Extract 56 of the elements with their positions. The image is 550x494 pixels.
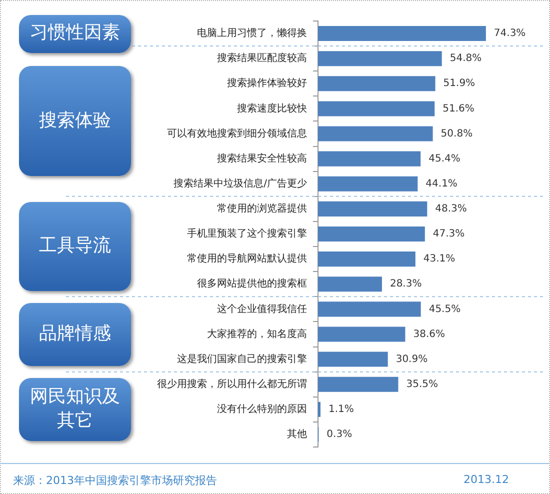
- data-label: 43.1%: [423, 254, 456, 265]
- text: 2013.12: [464, 473, 509, 486]
- data-label: 35.5%: [406, 378, 438, 390]
- bar: [318, 26, 486, 42]
- data-label: 38.6%: [413, 328, 446, 340]
- bar: [318, 252, 416, 267]
- bar: [318, 352, 388, 367]
- y-tick-label: 其他: [287, 428, 307, 440]
- bar: [318, 326, 406, 342]
- y-tick-label: 手机里预装了这个搜索引擎: [187, 228, 307, 240]
- data-label: 30.9%: [396, 354, 428, 365]
- data-label: 48.3%: [435, 204, 467, 215]
- y-tick-label: 电脑上用习惯了，懒得换: [197, 27, 307, 40]
- y-tick-label: 很少用搜索，所以用什么都无所谓: [157, 378, 307, 390]
- y-tick-label: 搜索结果匹配度较高: [217, 52, 307, 64]
- bar: [318, 176, 418, 192]
- data-label: 45.5%: [428, 304, 461, 315]
- y-tick-label: 很多网站提供他的搜索框: [197, 278, 307, 290]
- y-tick-label: 常使用的导航网站默认提供: [187, 252, 307, 265]
- y-tick-label: 这是我们国家自己的搜索引擎: [177, 352, 307, 365]
- bar: [318, 201, 428, 216]
- text: 品牌情感: [19, 302, 131, 366]
- data-label: 47.3%: [432, 228, 465, 240]
- bar: [318, 226, 425, 242]
- text: 工具导流: [19, 202, 131, 291]
- bar: [318, 76, 436, 92]
- y-tick-label: 常使用的浏览器提供: [217, 202, 307, 215]
- source-note: 来源：2013年中国搜索引擎市场研究报告: [13, 473, 217, 488]
- text: 网民知识及其它: [19, 378, 131, 441]
- data-label: 50.8%: [440, 128, 473, 140]
- bar: [318, 51, 442, 66]
- data-label: 1.1%: [328, 404, 354, 416]
- bar: [318, 276, 382, 292]
- y-tick-label: 搜索操作体验较好: [227, 77, 307, 90]
- data-label: 51.9%: [443, 78, 476, 90]
- y-tick-label: 没有什么特别的原因: [217, 403, 307, 416]
- bar: [318, 302, 421, 317]
- bar: [318, 151, 421, 166]
- bar: [318, 126, 433, 142]
- text: 习惯性因素: [19, 14, 131, 53]
- data-label: 44.1%: [426, 178, 458, 190]
- y-tick-label: 搜索速度比较快: [237, 102, 307, 114]
- data-label: 54.8%: [450, 53, 482, 64]
- text: 搜索体验: [19, 66, 131, 176]
- y-tick-label: 大家推荐的，知名度高: [207, 328, 307, 340]
- y-tick-label: 搜索结果安全性较高: [217, 152, 307, 164]
- y-tick-label: 可以有效地搜索到细分领域信息: [167, 127, 307, 140]
- y-tick-label: 搜索结果中垃圾信息/广告更少: [174, 177, 307, 190]
- data-label: 51.6%: [442, 103, 474, 114]
- bar: [318, 101, 435, 116]
- data-label: 74.3%: [494, 28, 526, 40]
- y-tick-label: 这个企业值得我信任: [217, 302, 307, 315]
- data-label: 45.4%: [428, 153, 460, 164]
- data-label: 28.3%: [390, 278, 422, 290]
- data-label: 0.3%: [326, 429, 352, 440]
- bar: [318, 376, 398, 392]
